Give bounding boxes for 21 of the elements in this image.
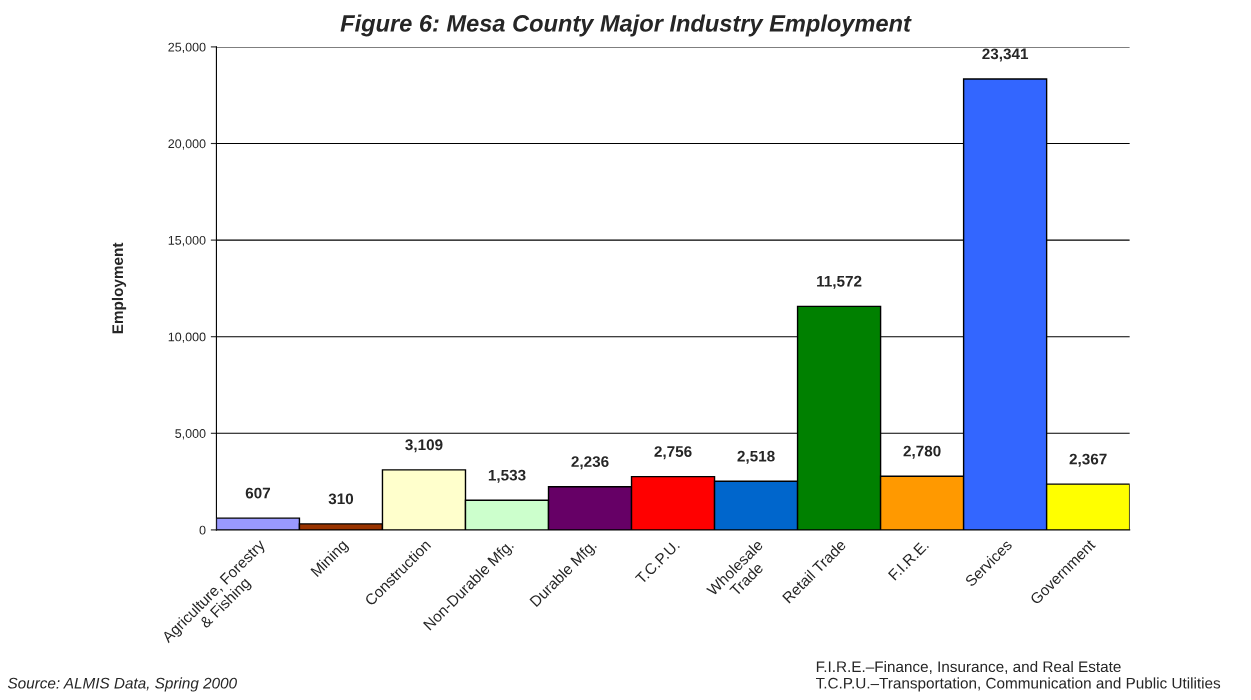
data-label: 2,780 [903,445,941,459]
y-tick-label: 10,000 [168,332,206,343]
source-note: Source: ALMIS Data, Spring 2000 [7,677,237,692]
y-axis-title: Employment [111,242,127,334]
data-label: 2,518 [737,450,775,464]
y-tick-label: 25,000 [168,42,206,54]
y-tick-label: 0 [199,525,206,535]
data-label: 2,367 [1069,453,1107,467]
y-tick-label: 20,000 [168,139,206,150]
data-label: 11,572 [817,275,862,289]
data-label: 23,341 [982,48,1029,62]
chart-title: Figure 6: Mesa County Major Industry Employment [340,14,912,37]
data-label: 1,533 [488,469,526,483]
y-tick-label: 15,000 [168,235,206,247]
data-label: 310 [328,493,354,505]
data-label: 2,756 [654,446,692,460]
data-label: 607 [245,487,271,499]
data-label: 3,109 [405,439,443,453]
y-tick-label: 5,000 [175,429,206,440]
text: F.I.R.E.–Finance, Insurance, and Real Estate T.C.P.U.–Transportation, Communication and Public Utilities [816,660,1221,692]
data-label: 2,236 [571,456,609,470]
